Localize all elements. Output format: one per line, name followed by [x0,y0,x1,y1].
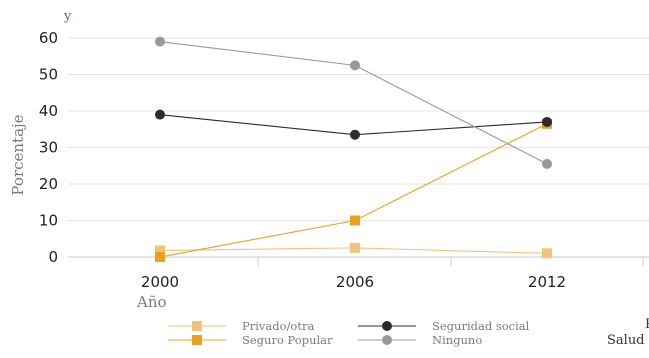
point-privado-otra-2012 [542,248,552,259]
edge-text-1: P [645,317,649,332]
point-ninguno-2012 [542,158,552,169]
point-ninguno-2006 [350,60,360,71]
y-tick-label-50: 50 [39,66,58,84]
legend-label-privado-otra: Privado/otra [242,319,314,333]
legend-label-seguridad-social: Seguridad social [432,319,530,333]
series-line-ninguno [159,41,548,165]
y-tick-label-30: 30 [39,139,58,157]
y-tick-label-20: 20 [39,175,58,193]
point-privado-otra-2006 [350,242,360,253]
point-ninguno-2000 [155,36,165,47]
y-tick-label-0: 0 [48,248,58,266]
y-tick-label-40: 40 [39,102,58,120]
y-axis-title: Porcentaje [9,114,27,195]
x-tick-label-2012: 2012 [528,273,566,291]
y-tick-label-60: 60 [39,29,58,47]
x-axis-title: Año [136,293,167,311]
point-privado-otra-2000 [155,245,165,256]
point-seguro-popular-2006 [350,215,360,226]
y-tick-labels: 0 10 20 30 40 50 60 [39,29,58,266]
x-tick-labels: 2000 2006 2012 [141,273,566,291]
legend-marker-seguridad-social [382,321,392,331]
edge-text-2: Salud [607,333,645,348]
point-seguridad-social-2006 [350,129,360,140]
series-layer [155,36,552,262]
point-seguridad-social-2012 [542,116,552,127]
legend-label-seguro-popular: Seguro Popular [242,333,333,347]
grid-layer [68,37,649,267]
legend-label-ninguno: Ninguno [432,333,482,347]
point-seguro-popular-2000 [155,252,165,262]
legend-marker-seguro-popular [192,335,202,345]
x-tick-label-2006: 2006 [336,273,374,291]
x-tick-label-2000: 2000 [141,273,179,291]
point-seguridad-social-2000 [155,109,165,120]
legend-marker-ninguno [382,335,392,345]
corner-label: y [63,9,72,24]
legend-marker-privado-otra [192,321,202,331]
y-tick-label-10: 10 [39,212,58,230]
series-line-seguro-popular [159,123,548,258]
